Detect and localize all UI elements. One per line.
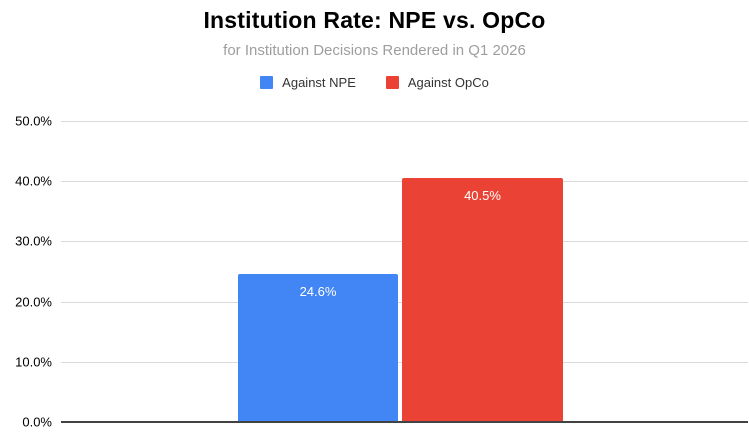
y-axis-labels: 50.0% 40.0% 30.0% 20.0% 10.0% 0.0% [0, 114, 52, 430]
chart-subtitle: for Institution Decisions Rendered in Q1… [223, 42, 526, 59]
x-axis-baseline [61, 421, 748, 423]
legend-label: Against NPE [282, 75, 356, 90]
legend-swatch-blue [260, 76, 274, 89]
bar-against-npe: 24.6% [238, 273, 398, 422]
legend-item-against-npe: Against NPE [260, 75, 356, 90]
chart-title: Institution Rate: NPE vs. OpCo [203, 7, 546, 33]
bar-value-label: 40.5% [464, 188, 501, 204]
y-axis-tick-label: 30.0% [15, 233, 52, 249]
bar-against-opco: 40.5% [402, 178, 563, 422]
legend-swatch-red [385, 76, 399, 89]
gridline [61, 121, 748, 122]
y-axis-tick-label: 40.0% [15, 173, 52, 189]
legend-label: Against OpCo [407, 75, 489, 90]
y-axis-tick-label: 10.0% [15, 354, 52, 370]
plot-area: 24.6% 40.5% [61, 121, 748, 423]
y-axis-tick-label: 0.0% [22, 414, 52, 430]
y-axis-tick-label: 20.0% [15, 294, 52, 310]
chart-legend: Against NPE Against OpCo [0, 75, 749, 90]
legend-item-against-opco: Against OpCo [385, 75, 489, 90]
y-axis-tick-label: 50.0% [15, 113, 52, 129]
bar-value-label: 24.6% [299, 283, 337, 299]
